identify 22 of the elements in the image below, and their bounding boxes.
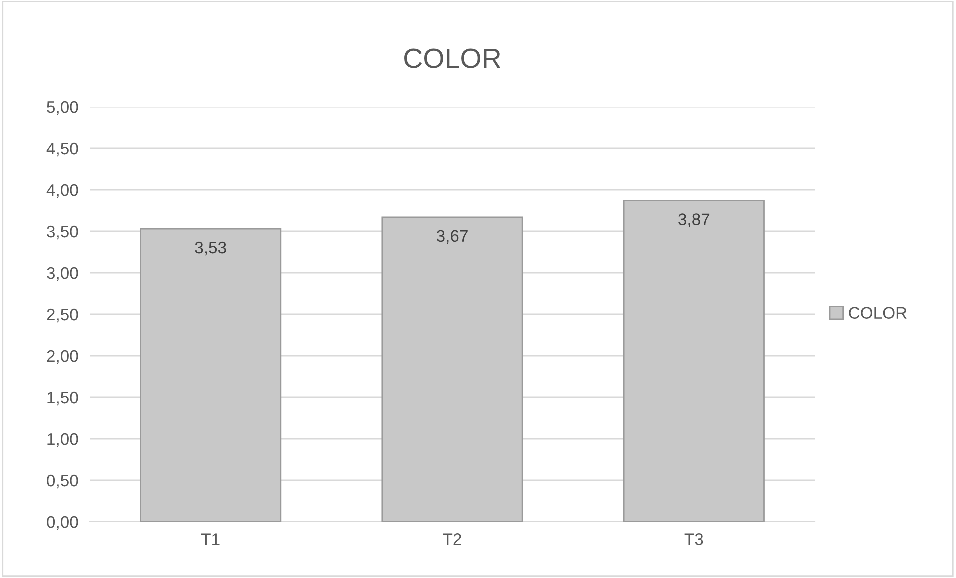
y-tick-label: 4,50 bbox=[46, 142, 78, 157]
y-tick-label: 0,00 bbox=[47, 516, 78, 530]
y-tick-label: 2,00 bbox=[47, 350, 78, 364]
chart-title: COLOR bbox=[404, 48, 501, 68]
legend-label: COLOR bbox=[849, 307, 907, 320]
y-tick-label: 3,50 bbox=[47, 226, 78, 240]
y-tick-label: 0,50 bbox=[47, 474, 78, 489]
x-tick-label: T1 bbox=[201, 534, 220, 546]
x-tick-label: T3 bbox=[684, 534, 704, 546]
data-label: 3,67 bbox=[436, 230, 468, 244]
y-tick-label: 3,00 bbox=[47, 267, 78, 282]
y-tick-label: 5,00 bbox=[47, 101, 78, 116]
x-tick-label: T2 bbox=[443, 534, 462, 546]
data-label: 3,87 bbox=[678, 214, 710, 228]
y-tick-label: 1,00 bbox=[48, 433, 78, 448]
y-tick-label: 2,50 bbox=[47, 308, 78, 323]
y-tick-label: 1,50 bbox=[48, 392, 78, 406]
bar bbox=[140, 228, 282, 522]
data-label: 3,53 bbox=[195, 242, 226, 256]
bar bbox=[623, 200, 765, 522]
bar bbox=[382, 216, 524, 522]
y-tick-label: 4,00 bbox=[46, 184, 78, 198]
